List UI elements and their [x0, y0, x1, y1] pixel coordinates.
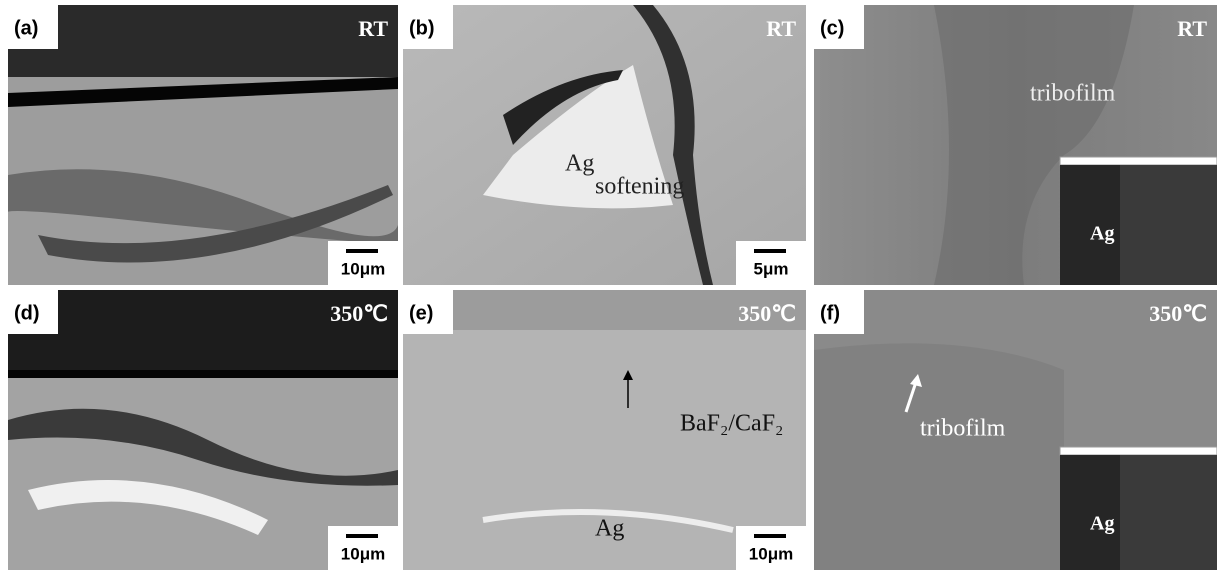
dark: [8, 5, 398, 77]
inset-signal: [1120, 165, 1217, 285]
condition: RT: [358, 16, 388, 41]
panel-label: (a): [14, 17, 38, 39]
panel: (d) 350℃ 10μm: [8, 290, 398, 570]
annotation: Ag: [565, 151, 594, 177]
film: [8, 370, 398, 378]
condition: RT: [1177, 16, 1207, 41]
inset-label: Ag: [1090, 513, 1114, 535]
annotation: softening: [595, 174, 684, 200]
panel-label: (c): [820, 17, 844, 39]
scale-bar: [754, 534, 786, 538]
inset-header: [1060, 157, 1217, 165]
scale-label: 10μm: [341, 259, 385, 278]
inset-label: Ag: [1090, 223, 1114, 245]
annotation: tribofilm: [920, 416, 1006, 442]
condition: 350℃: [738, 301, 796, 326]
condition: 350℃: [330, 301, 388, 326]
film: [814, 343, 1064, 570]
panel-label: (d): [14, 302, 40, 324]
annotation: tribofilm: [1030, 81, 1116, 107]
panel-label: (f): [820, 302, 840, 324]
inset-signal: [1120, 455, 1217, 570]
panel-label: (b): [409, 17, 435, 39]
figure: (a)RT10μm(b)RT5μmAgsoftening(c)RTtribofi…: [0, 0, 1217, 572]
condition: RT: [766, 16, 796, 41]
scale-label: 10μm: [749, 544, 793, 563]
panel-label: (e): [409, 302, 433, 324]
inset-header: [1060, 447, 1217, 455]
annotation: Ag: [595, 516, 624, 542]
panel: (f) 350℃ tribofilm Ag: [814, 290, 1217, 570]
panel: (a) RT 10μm: [6, 5, 399, 285]
scale-label: 10μm: [341, 544, 385, 563]
scale-bar: [346, 534, 378, 538]
panel: (e) 350℃ 10μm BaF₂/CaF₂ Ag: [403, 290, 806, 570]
condition: 350℃: [1149, 301, 1207, 326]
scale-bar: [346, 249, 378, 253]
scale-label: 5μm: [754, 259, 789, 278]
scale-bar: [754, 249, 786, 253]
panel: (c) RT tribofilm Ag: [814, 5, 1217, 285]
annotation: BaF₂/CaF₂: [680, 411, 783, 437]
